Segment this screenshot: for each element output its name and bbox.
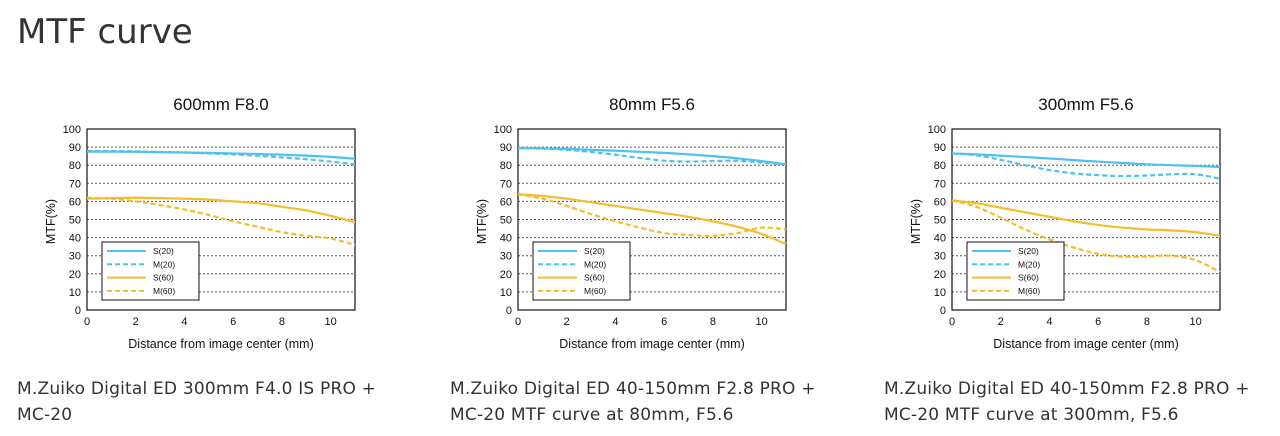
- y-tick-label: 80: [69, 160, 81, 172]
- y-tick-label: 90: [934, 142, 946, 154]
- chart-caption-1: M.Zuiko Digital ED 300mm F4.0 IS PRO + M…: [17, 379, 377, 425]
- y-tick-label: 50: [500, 215, 512, 227]
- y-axis-label: MTF(%): [475, 199, 489, 244]
- x-tick-label: 2: [564, 316, 570, 328]
- y-tick-label: 60: [500, 196, 512, 208]
- legend-label: M(60): [153, 286, 175, 296]
- x-tick-label: 10: [756, 316, 768, 328]
- y-tick-label: 60: [69, 196, 81, 208]
- x-tick-label: 6: [1095, 316, 1101, 328]
- series-line-s60: [86, 196, 356, 224]
- legend-label: M(20): [153, 259, 175, 269]
- series-line-m60: [951, 199, 1221, 273]
- legend-label: M(60): [584, 286, 606, 296]
- legend-label: M(20): [1018, 259, 1040, 269]
- y-tick-label: 10: [934, 287, 946, 299]
- y-tick-label: 20: [69, 269, 81, 281]
- plot-frame: [86, 128, 356, 311]
- legend-label: M(20): [584, 259, 606, 269]
- chart-title: 80mm F5.6: [609, 95, 695, 114]
- x-tick-label: 0: [515, 316, 521, 328]
- x-tick-label: 10: [1190, 316, 1202, 328]
- mtf-chart-panel-1: 600mm F8.0 0 10 20 30 40 50 60 70 80 90 100 0 2 4 6 8 10 D…: [17, 88, 410, 428]
- y-tick-label: 10: [500, 287, 512, 299]
- y-tick-label: 30: [934, 251, 946, 263]
- y-tick-label: 0: [506, 305, 512, 317]
- legend-label: S(60): [584, 273, 605, 283]
- mtf-chart-1: 600mm F8.0 0 10 20 30 40 50 60 70 80 90 100 0 2 4 6 8 10 D…: [44, 95, 356, 351]
- mtf-chart-panel-3: 300mm F5.6 0 10 20 30 40 50 60 70 80 90 100 0 2 4 6 8 10 D…: [884, 88, 1275, 428]
- y-tick-label: 40: [500, 233, 512, 245]
- series-line-s20: [517, 146, 787, 166]
- legend-label: S(20): [1018, 246, 1039, 256]
- y-tick-label: 60: [934, 196, 946, 208]
- y-tick-label: 0: [75, 305, 81, 317]
- legend-label: S(20): [153, 246, 174, 256]
- plot-frame: [951, 128, 1221, 311]
- x-tick-label: 4: [612, 316, 618, 328]
- y-tick-label: 90: [500, 142, 512, 154]
- legend-label: S(60): [153, 273, 174, 283]
- x-axis-label: Distance from image center (mm): [559, 337, 744, 351]
- y-tick-label: 70: [934, 178, 946, 190]
- y-tick-label: 70: [500, 178, 512, 190]
- x-tick-label: 4: [181, 316, 187, 328]
- y-tick-label: 30: [500, 251, 512, 263]
- y-tick-label: 70: [69, 178, 81, 190]
- y-tick-label: 30: [69, 251, 81, 263]
- y-tick-label: 10: [69, 287, 81, 299]
- x-tick-label: 0: [949, 316, 955, 328]
- page-title: MTF curve: [17, 12, 193, 52]
- x-tick-label: 8: [279, 316, 285, 328]
- y-tick-label: 100: [494, 124, 512, 136]
- y-tick-label: 20: [500, 269, 512, 281]
- chart-caption-2: M.Zuiko Digital ED 40-150mm F2.8 PRO + M…: [450, 379, 816, 425]
- series-line-m60: [517, 193, 787, 237]
- mtf-chart-2: 80mm F5.6 0 10 20 30 40 50 60 70 80 90 100 0 2 4 6 8 10 Di…: [475, 95, 787, 351]
- y-tick-label: 40: [934, 233, 946, 245]
- legend-label: M(60): [1018, 286, 1040, 296]
- series-line-m20: [517, 146, 787, 166]
- mtf-chart-panel-2: 80mm F5.6 0 10 20 30 40 50 60 70 80 90 100 0 2 4 6 8 10 Di…: [450, 88, 841, 428]
- y-tick-label: 90: [69, 142, 81, 154]
- y-tick-label: 100: [928, 124, 946, 136]
- y-tick-label: 50: [69, 215, 81, 227]
- legend-label: S(20): [584, 246, 605, 256]
- x-tick-label: 2: [998, 316, 1004, 328]
- plot-frame: [517, 128, 787, 311]
- mtf-chart-3: 300mm F5.6 0 10 20 30 40 50 60 70 80 90 100 0 2 4 6 8 10 D…: [909, 95, 1221, 351]
- x-tick-label: 8: [710, 316, 716, 328]
- series-line-s60: [517, 193, 787, 245]
- x-tick-label: 0: [84, 316, 90, 328]
- y-tick-label: 80: [934, 160, 946, 172]
- series-line-s20: [951, 152, 1221, 169]
- series-line-s20: [86, 150, 356, 160]
- x-tick-label: 6: [661, 316, 667, 328]
- y-tick-label: 50: [934, 215, 946, 227]
- y-tick-label: 80: [500, 160, 512, 172]
- y-tick-label: 100: [63, 124, 81, 136]
- y-axis-label: MTF(%): [909, 199, 923, 244]
- x-tick-label: 4: [1046, 316, 1052, 328]
- series-line-s60: [951, 199, 1221, 237]
- legend-label: S(60): [1018, 273, 1039, 283]
- x-tick-label: 6: [230, 316, 236, 328]
- x-axis-label: Distance from image center (mm): [128, 337, 313, 351]
- x-tick-label: 2: [133, 316, 139, 328]
- y-tick-label: 20: [934, 269, 946, 281]
- x-tick-label: 10: [325, 316, 337, 328]
- series-line-m60: [86, 196, 356, 246]
- chart-title: 300mm F5.6: [1038, 95, 1133, 114]
- chart-caption-3: M.Zuiko Digital ED 40-150mm F2.8 PRO + M…: [884, 379, 1250, 425]
- x-tick-label: 8: [1144, 316, 1150, 328]
- chart-title: 600mm F8.0: [173, 95, 268, 114]
- x-axis-label: Distance from image center (mm): [993, 337, 1178, 351]
- y-axis-label: MTF(%): [44, 199, 58, 244]
- y-tick-label: 0: [940, 305, 946, 317]
- y-tick-label: 40: [69, 233, 81, 245]
